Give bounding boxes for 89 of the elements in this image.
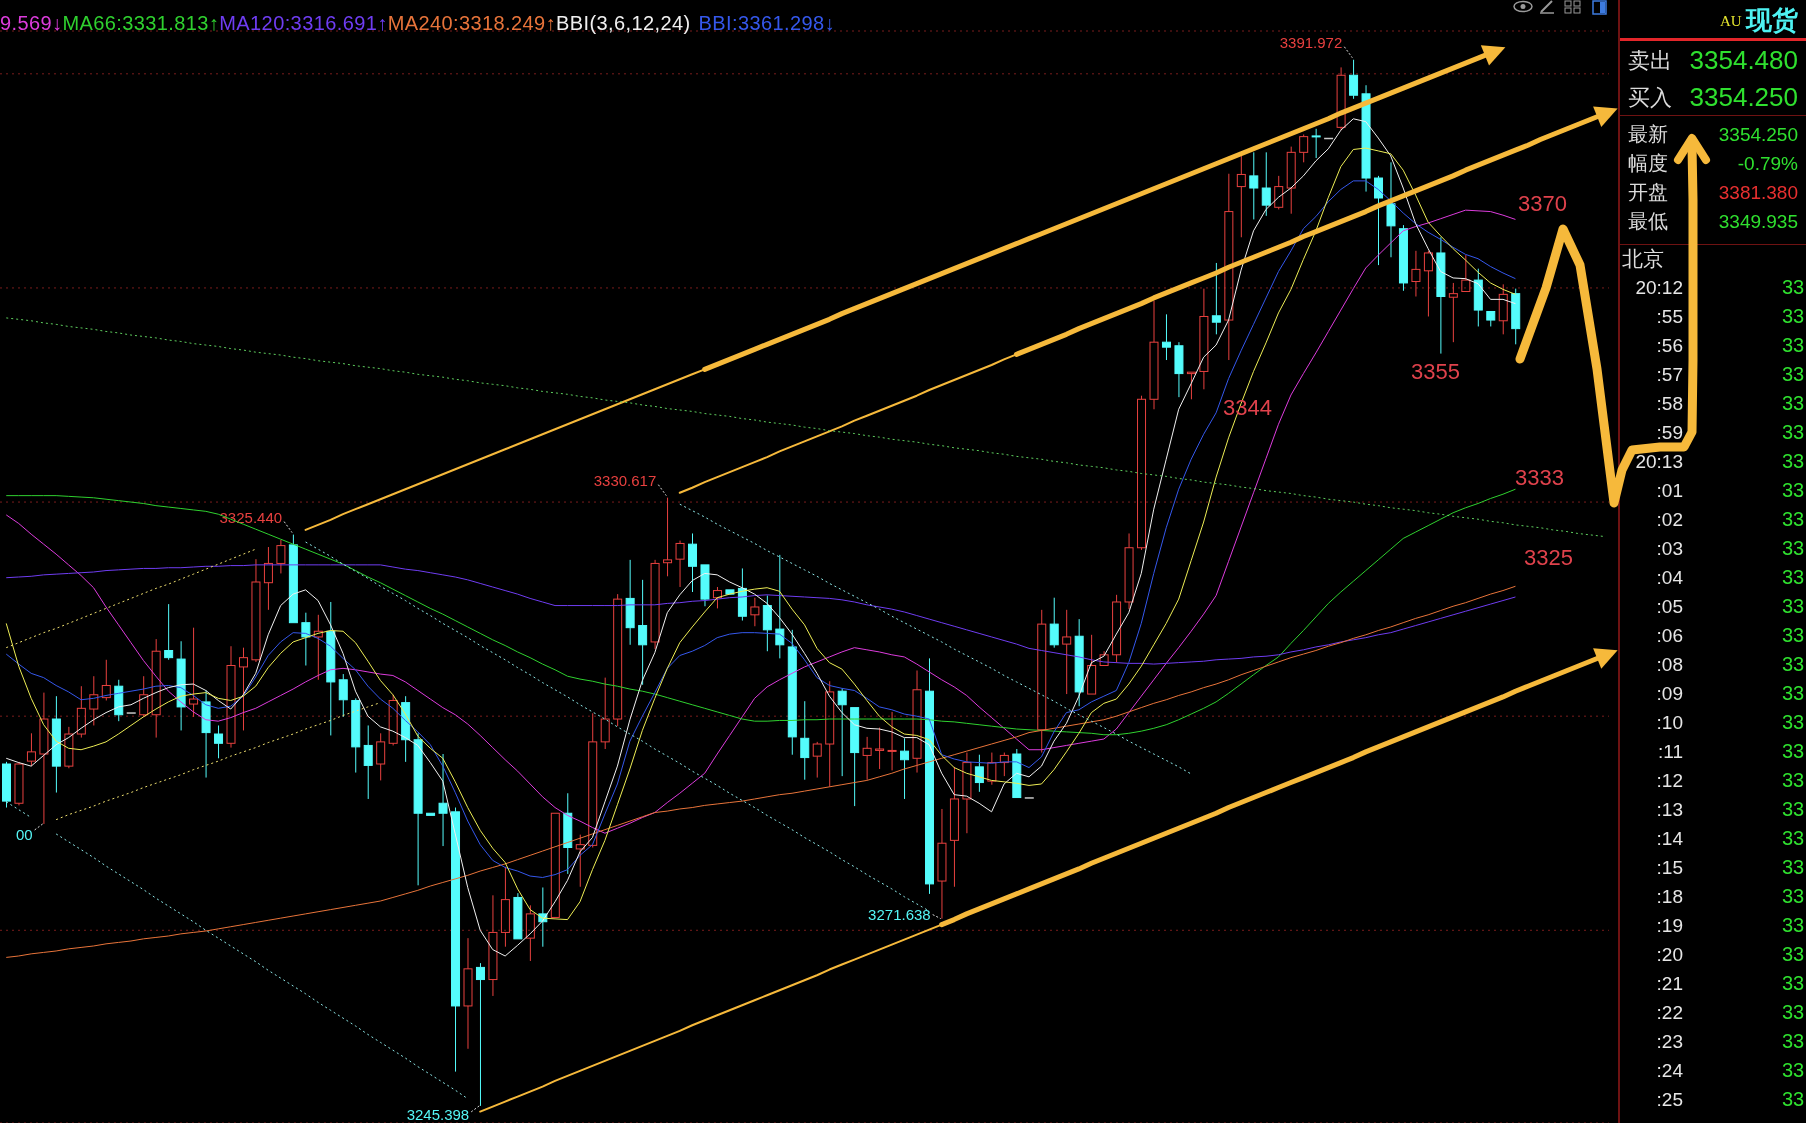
text: 33 [1782, 1088, 1805, 1110]
text: 33 [1782, 421, 1805, 443]
text: 33 [1782, 450, 1805, 472]
text: 33 [1782, 479, 1805, 501]
category-label: :18 [1656, 885, 1683, 909]
text: 33 [1782, 827, 1805, 849]
text: 33 [1782, 769, 1805, 791]
text: 33 [1782, 856, 1805, 878]
text: 33 [1782, 1059, 1805, 1081]
category-label: :22 [1656, 1001, 1683, 1025]
category-label: :58 [1656, 392, 1683, 416]
category-label: :11 [1657, 740, 1683, 764]
category-label: 幅度 [1628, 151, 1668, 176]
text: 33 [1782, 305, 1805, 327]
text: 33 [1782, 624, 1805, 646]
text: 北京 [1622, 246, 1664, 272]
annotation: 3325 [1524, 545, 1573, 571]
text: 3354.250 [1718, 124, 1798, 145]
text: 33 [1782, 508, 1805, 530]
category-label: :03 [1656, 537, 1683, 561]
category-label: 开盘 [1628, 180, 1668, 205]
category-label: :01 [1656, 479, 1683, 503]
category-label: :25 [1656, 1088, 1683, 1112]
category-label: :59 [1656, 421, 1683, 445]
category-label: :02 [1656, 508, 1683, 532]
text: 3354.480 [1689, 45, 1798, 75]
text: 33 [1782, 885, 1805, 907]
text: 33 [1782, 1001, 1805, 1023]
category-label: 卖出 [1628, 47, 1672, 75]
text: 33 [1782, 537, 1805, 559]
category-label: :55 [1656, 305, 1683, 329]
text: 33 [1782, 1030, 1805, 1052]
text: 9.569↓ [0, 12, 63, 34]
category-label: :23 [1656, 1030, 1683, 1054]
text: 33 [1782, 914, 1805, 936]
category-label: :57 [1656, 363, 1683, 387]
annotation: BBI(3,6,12,24) [555, 12, 691, 34]
text: 3381.380 [1718, 182, 1798, 203]
text: MA240:3318.249↑ [387, 12, 556, 34]
text: MA120:3316.691↑ [219, 12, 388, 34]
category-label: :14 [1656, 827, 1683, 851]
category-label: :10 [1656, 711, 1683, 735]
category-label: 买入 [1628, 84, 1672, 112]
category-label: 20:13 [1635, 450, 1683, 474]
text: 现货 [1746, 4, 1798, 37]
text: 33 [1782, 740, 1805, 762]
text: 33 [1782, 363, 1805, 385]
category-label: :15 [1656, 856, 1683, 880]
annotation: 3333 [1515, 465, 1564, 491]
category-label: :08 [1656, 653, 1683, 677]
annotation: 3325.440 [219, 508, 283, 526]
text: 33 [1782, 711, 1805, 733]
annotation: 3271.638 [868, 905, 931, 923]
category-label: :04 [1656, 566, 1683, 590]
text: AU [1720, 13, 1742, 30]
annotation: 00 [15, 825, 33, 843]
text: BBI:3361.298↓ [698, 12, 835, 34]
text: 33 [1782, 653, 1805, 675]
category-label: 最低 [1628, 209, 1668, 234]
text: MA66:3331.813↑ [62, 12, 220, 34]
text: 33 [1782, 334, 1805, 356]
text: 33 [1782, 392, 1805, 414]
text: 33 [1782, 972, 1805, 994]
category-label: :56 [1656, 334, 1683, 358]
text: 33 [1782, 276, 1805, 298]
category-label: :13 [1656, 798, 1683, 822]
text: 33 [1782, 682, 1805, 704]
category-label: :12 [1656, 769, 1683, 793]
text: 33 [1782, 566, 1805, 588]
text: -0.79% [1737, 153, 1798, 174]
annotation: 3330.617 [593, 471, 657, 489]
category-label: :21 [1656, 972, 1683, 996]
text: 33 [1782, 943, 1805, 965]
annotation: 3391.972 [1279, 33, 1343, 51]
category-label: :09 [1656, 682, 1683, 706]
category-label: :19 [1656, 914, 1683, 938]
text: 3349.935 [1718, 211, 1798, 232]
category-label: :20 [1656, 943, 1683, 967]
text: 33 [1782, 595, 1805, 617]
category-label: :05 [1656, 595, 1683, 619]
category-label: :24 [1656, 1059, 1683, 1083]
text: 33 [1782, 798, 1805, 820]
category-label: 最新 [1628, 122, 1668, 147]
text: 3354.250 [1689, 82, 1798, 112]
category-label: :06 [1656, 624, 1683, 648]
annotation: 3355 [1411, 359, 1460, 385]
annotation: 3370 [1518, 191, 1567, 217]
annotation: 3245.398 [406, 1105, 470, 1123]
category-label: 20:12 [1635, 276, 1683, 300]
